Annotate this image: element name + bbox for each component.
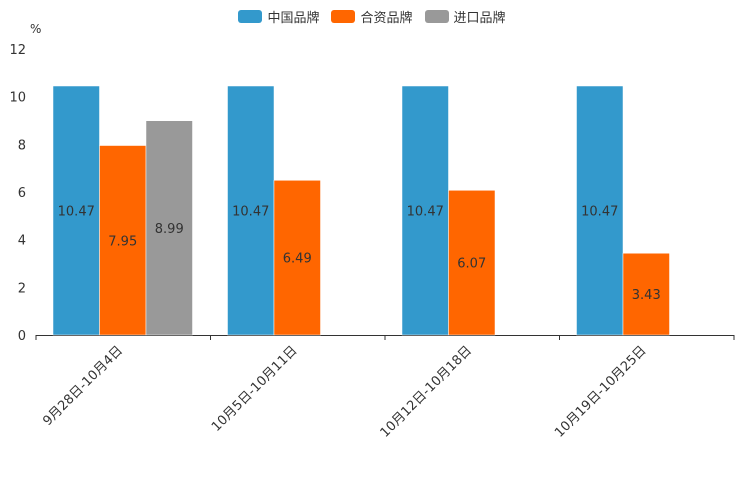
y-axis-unit: % — [30, 22, 42, 36]
data-label: 3.43 — [632, 288, 661, 303]
y-tick-label: 6 — [18, 186, 26, 201]
data-label: 10.47 — [232, 205, 269, 220]
x-tick-label: 10月12日-10月18日 — [378, 343, 475, 440]
data-label: 10.47 — [58, 205, 95, 220]
data-label: 10.47 — [407, 205, 444, 220]
data-label: 7.95 — [108, 234, 137, 249]
legend-item-import-brand[interactable]: 进口品牌 — [424, 7, 506, 26]
legend-label-joint-venture-brand: 合资品牌 — [360, 11, 413, 26]
legend-swatch-china-brand — [238, 10, 263, 23]
y-tick-label: 10 — [9, 91, 26, 106]
bar-0-3 — [576, 85, 624, 336]
data-label: 6.07 — [457, 257, 486, 272]
bar-0-2 — [401, 85, 449, 336]
y-tick-label: 0 — [18, 329, 26, 344]
legend-label-china-brand: 中国品牌 — [267, 11, 320, 26]
bar-0-0 — [52, 85, 100, 336]
bar-1-1 — [273, 180, 321, 336]
bar-1-3 — [622, 253, 670, 336]
data-label: 10.47 — [581, 205, 618, 220]
legend-swatch-import-brand — [424, 10, 449, 23]
y-tick-label: 12 — [9, 43, 26, 58]
x-tick-label: 9月28日-10月4日 — [40, 343, 126, 429]
legend-label-import-brand: 进口品牌 — [453, 11, 506, 26]
x-tick-label: 10月5日-10月11日 — [209, 343, 301, 435]
bar-1-0 — [99, 145, 147, 336]
chart-legend: 中国品牌 合资品牌 进口品牌 — [0, 7, 744, 26]
legend-item-joint-venture-brand[interactable]: 合资品牌 — [331, 7, 413, 26]
y-tick-label: 8 — [18, 138, 26, 153]
bar-0-1 — [227, 85, 275, 336]
bar-2-0 — [145, 120, 193, 336]
legend-item-china-brand[interactable]: 中国品牌 — [238, 7, 319, 26]
bar-1-2 — [448, 190, 496, 336]
y-tick-label: 2 — [18, 281, 26, 296]
y-tick-label: 4 — [18, 234, 26, 249]
x-tick-label: 10月19日-10月25日 — [552, 343, 649, 440]
data-label: 6.49 — [283, 252, 312, 267]
legend-swatch-joint-venture-brand — [331, 10, 356, 23]
data-label: 8.99 — [155, 222, 184, 237]
